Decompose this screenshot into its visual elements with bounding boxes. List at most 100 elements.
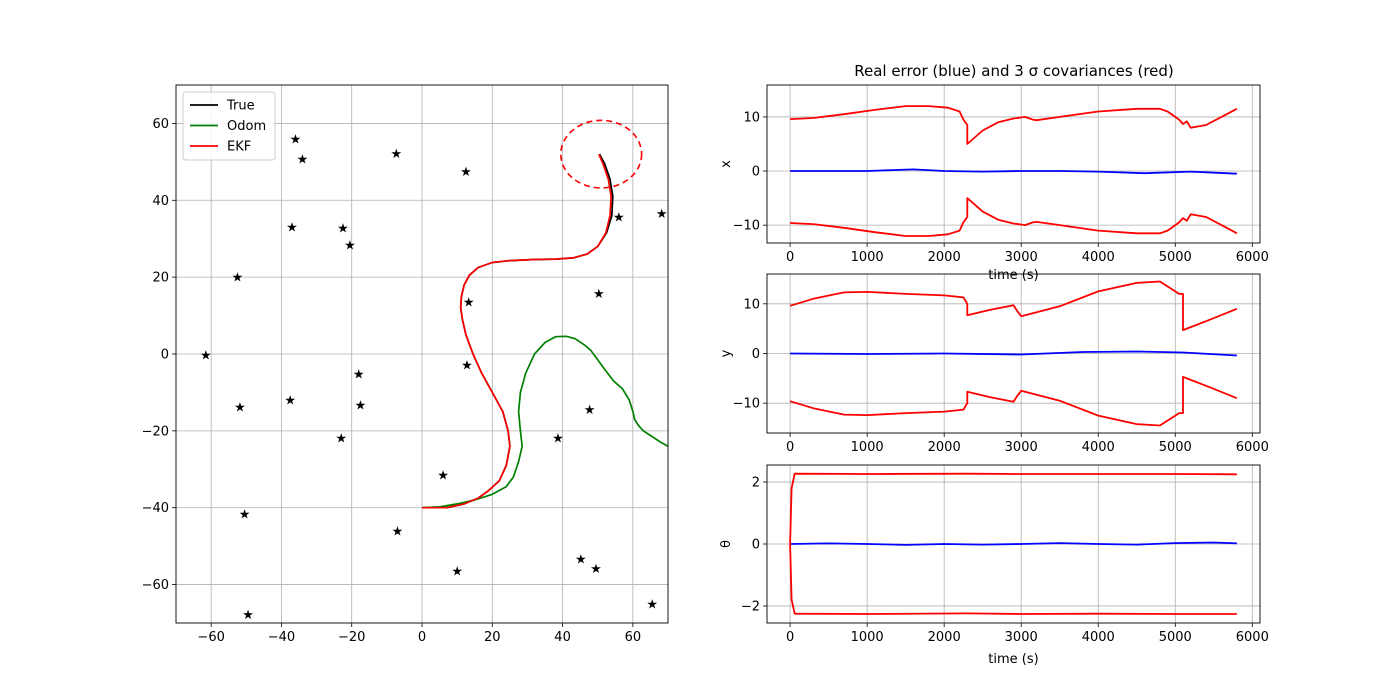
landmark-star: ★ — [286, 221, 298, 236]
y-tick-label: 0 — [161, 348, 169, 363]
landmark-star: ★ — [335, 431, 347, 446]
x-tick-label: 3000 — [1005, 250, 1038, 265]
y-tick-label: −20 — [142, 424, 169, 439]
x-tick-label: 6000 — [1236, 630, 1269, 645]
x-tick-label: 40 — [554, 630, 571, 645]
x-tick-label: 0 — [786, 440, 794, 455]
x-tick-label: −20 — [338, 630, 365, 645]
x-tick-label: 60 — [625, 630, 642, 645]
landmark-star: ★ — [391, 147, 403, 162]
x-tick-label: 2000 — [928, 250, 961, 265]
x-tick-label: 4000 — [1082, 630, 1115, 645]
landmark-star: ★ — [656, 207, 668, 222]
covariance-ellipse — [560, 119, 643, 189]
x-tick-label: 5000 — [1159, 440, 1192, 455]
series--3- — [789, 543, 1237, 615]
x-tick-label: 20 — [484, 630, 501, 645]
x-error-panel: 0 1000 2000 3000 4000 5000 6000 −10 0 10 x time (s) — [719, 84, 1269, 283]
plot-area — [790, 105, 1238, 237]
x-tick-label: −60 — [197, 630, 224, 645]
y-tick-label: −10 — [733, 397, 760, 412]
x-tick-label: 6000 — [1236, 440, 1269, 455]
y-tick-label: 40 — [152, 194, 169, 209]
y-axis-label: θ — [719, 540, 734, 548]
landmark-star: ★ — [232, 271, 244, 286]
landmark-star: ★ — [284, 394, 296, 409]
landmark-star: ★ — [646, 597, 658, 612]
y-tick-label: −60 — [142, 578, 169, 593]
landmark-star: ★ — [463, 296, 475, 311]
series-error — [790, 168, 1237, 175]
x-tick-label: 2000 — [928, 440, 961, 455]
landmark-star: ★ — [234, 401, 246, 416]
y-tick-label: 0 — [752, 347, 760, 362]
series-error — [790, 541, 1237, 546]
series-error — [790, 350, 1237, 357]
legend-label: True — [226, 99, 255, 114]
legend-label: EKF — [227, 140, 251, 155]
x-tick-label: 0 — [418, 630, 426, 645]
landmark-star: ★ — [593, 287, 605, 302]
landmark-star: ★ — [460, 165, 472, 180]
legend-label: Odom — [227, 119, 266, 134]
series--3- — [789, 280, 1238, 332]
y-axis-label: y — [719, 349, 734, 357]
y-tick-label: −10 — [733, 219, 760, 234]
axes-frame — [175, 84, 669, 624]
landmark-star: ★ — [461, 358, 473, 373]
y-tick-label: 20 — [152, 271, 169, 286]
y-tick-label: 10 — [743, 110, 760, 125]
map-panel: −60 −40 −20 0 20 40 60−60−40−200204060★★★★★★★★… — [142, 84, 669, 645]
x-tick-label: 1000 — [851, 250, 884, 265]
landmark-star: ★ — [575, 552, 587, 567]
figure-title: Real error (blue) and 3 σ covariances (r… — [854, 62, 1174, 80]
landmark-star: ★ — [613, 210, 625, 225]
x-tick-label: 3000 — [1005, 440, 1038, 455]
landmark-star: ★ — [392, 524, 404, 539]
x-tick-label: 0 — [786, 630, 794, 645]
landmark-star: ★ — [344, 239, 356, 254]
landmark-star: ★ — [437, 469, 449, 484]
x-tick-label: 5000 — [1159, 250, 1192, 265]
x-tick-label: 4000 — [1082, 440, 1115, 455]
y-tick-label: 2 — [752, 476, 760, 491]
landmark-star: ★ — [355, 399, 367, 414]
landmark-star: ★ — [297, 153, 309, 168]
x-tick-label: −40 — [268, 630, 295, 645]
series-odom — [421, 335, 668, 509]
landmark-star: ★ — [242, 608, 254, 623]
axes-frame — [766, 273, 1261, 434]
x-tick-label: 5000 — [1159, 630, 1192, 645]
y-axis-label: x — [719, 160, 734, 168]
landmark-star: ★ — [451, 565, 463, 580]
y-tick-label: 60 — [152, 117, 169, 132]
plot-area — [789, 280, 1238, 427]
series-ekf — [422, 153, 612, 509]
series--3- — [789, 472, 1237, 545]
x-tick-label: 0 — [786, 250, 794, 265]
landmark-star: ★ — [353, 367, 365, 382]
landmark-star: ★ — [552, 431, 564, 446]
legend-box — [182, 91, 276, 161]
legend: True Odom EKF — [182, 91, 276, 161]
landmark-star: ★ — [239, 508, 251, 523]
x-tick-label: 1000 — [851, 440, 884, 455]
x-tick-label: 6000 — [1236, 250, 1269, 265]
landmark-star: ★ — [290, 132, 302, 147]
series--3- — [789, 375, 1238, 427]
series--3- — [790, 197, 1238, 237]
axes-frame — [766, 464, 1261, 624]
series--3- — [790, 105, 1238, 145]
axes-frame — [766, 84, 1261, 244]
landmark-star: ★ — [584, 403, 596, 418]
x-tick-label: 3000 — [1005, 630, 1038, 645]
landmark-star: ★ — [337, 221, 349, 236]
x-axis-label: time (s) — [988, 652, 1038, 667]
plot-area: ★ ★ ★ ★ ★ ★ ★ ★ ★ ★ ★ ★ ★ ★ ★ ★ ★ ★ ★ ★ ★ ★ ★ ★ ★ ★ ★ ★ ★ — [200, 119, 668, 623]
y-tick-label: −2 — [741, 599, 760, 614]
y-tick-label: 0 — [752, 165, 760, 180]
theta-error-panel: 0 1000 2000 3000 4000 5000 6000 −2 0 2 θ time (s) — [719, 464, 1269, 667]
landmark-star: ★ — [200, 349, 212, 364]
landmark-star: ★ — [590, 562, 602, 577]
